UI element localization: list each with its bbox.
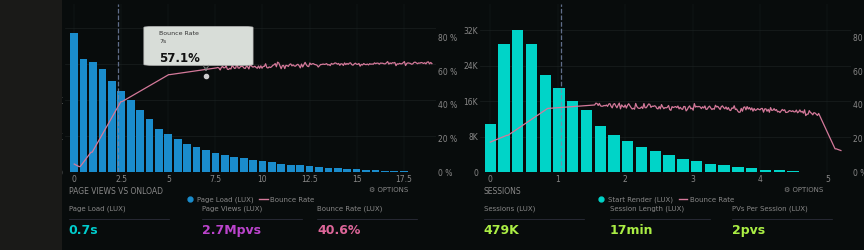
Bar: [240, 158, 247, 172]
Bar: [381, 170, 389, 172]
Bar: [691, 161, 702, 172]
Bar: [89, 62, 97, 172]
Bar: [296, 166, 304, 172]
Text: 40.6%: 40.6%: [317, 224, 360, 237]
Bar: [773, 170, 785, 172]
Bar: [315, 167, 323, 172]
Text: 0.7s: 0.7s: [68, 224, 98, 237]
Text: SESSIONS: SESSIONS: [484, 187, 522, 196]
Bar: [554, 88, 565, 172]
Bar: [512, 30, 524, 172]
Bar: [526, 44, 537, 172]
Bar: [746, 168, 757, 172]
Bar: [231, 157, 238, 172]
Text: PAGE VIEWS VS ONLOAD: PAGE VIEWS VS ONLOAD: [68, 187, 162, 196]
Bar: [174, 139, 181, 172]
Text: Page Load (LUX): Page Load (LUX): [68, 205, 125, 212]
Bar: [193, 147, 200, 172]
Text: 479K: 479K: [484, 224, 519, 237]
Bar: [79, 59, 87, 172]
Text: ⚙ OPTIONS: ⚙ OPTIONS: [369, 187, 408, 193]
Bar: [391, 171, 398, 172]
Bar: [705, 164, 716, 172]
Bar: [325, 168, 333, 172]
Bar: [499, 44, 510, 172]
Bar: [221, 155, 229, 172]
Bar: [759, 170, 771, 172]
Bar: [183, 144, 191, 172]
Bar: [677, 159, 689, 172]
Text: Session Length (LUX): Session Length (LUX): [610, 205, 684, 212]
Bar: [202, 150, 210, 172]
Text: 57.1%: 57.1%: [159, 52, 200, 65]
Text: Page Views (LUX): Page Views (LUX): [202, 205, 263, 212]
Bar: [343, 169, 351, 172]
Bar: [212, 153, 219, 172]
Bar: [372, 170, 379, 172]
Bar: [636, 147, 647, 172]
Text: Sessions (LUX): Sessions (LUX): [484, 205, 536, 212]
Text: 7s: 7s: [159, 38, 166, 44]
Legend: Page Load (LUX), Bounce Rate: Page Load (LUX), Bounce Rate: [183, 194, 317, 206]
Bar: [249, 160, 257, 172]
Bar: [277, 164, 285, 172]
Bar: [353, 169, 360, 172]
Bar: [733, 167, 744, 172]
Bar: [650, 151, 661, 172]
Bar: [622, 142, 633, 172]
Bar: [362, 170, 370, 172]
Text: Bounce Rate (LUX): Bounce Rate (LUX): [317, 205, 383, 212]
Bar: [287, 164, 295, 172]
Bar: [594, 126, 606, 172]
Bar: [108, 81, 116, 172]
Bar: [146, 120, 154, 172]
Bar: [485, 124, 496, 172]
Bar: [719, 165, 730, 172]
Bar: [664, 155, 675, 172]
Bar: [155, 129, 162, 172]
Bar: [787, 171, 798, 172]
Bar: [608, 135, 619, 172]
Bar: [268, 162, 276, 172]
FancyBboxPatch shape: [144, 26, 253, 65]
Text: 2pvs: 2pvs: [733, 224, 766, 237]
Text: Bounce Rate: Bounce Rate: [159, 31, 199, 36]
Text: 2.7Mpvs: 2.7Mpvs: [202, 224, 261, 237]
Bar: [540, 75, 551, 172]
Bar: [164, 134, 172, 172]
Bar: [334, 168, 341, 172]
Text: PVs Per Session (LUX): PVs Per Session (LUX): [733, 205, 808, 212]
Bar: [70, 33, 78, 172]
Legend: Start Render (LUX), Bounce Rate: Start Render (LUX), Bounce Rate: [594, 194, 737, 206]
Bar: [137, 110, 144, 172]
Bar: [118, 90, 125, 172]
Bar: [98, 69, 106, 172]
Bar: [400, 171, 408, 172]
Bar: [581, 110, 592, 172]
Text: 17min: 17min: [610, 224, 653, 237]
Bar: [258, 161, 266, 172]
Bar: [567, 102, 579, 172]
Text: ⚙ OPTIONS: ⚙ OPTIONS: [785, 187, 823, 193]
Bar: [127, 100, 135, 172]
Bar: [306, 166, 314, 172]
